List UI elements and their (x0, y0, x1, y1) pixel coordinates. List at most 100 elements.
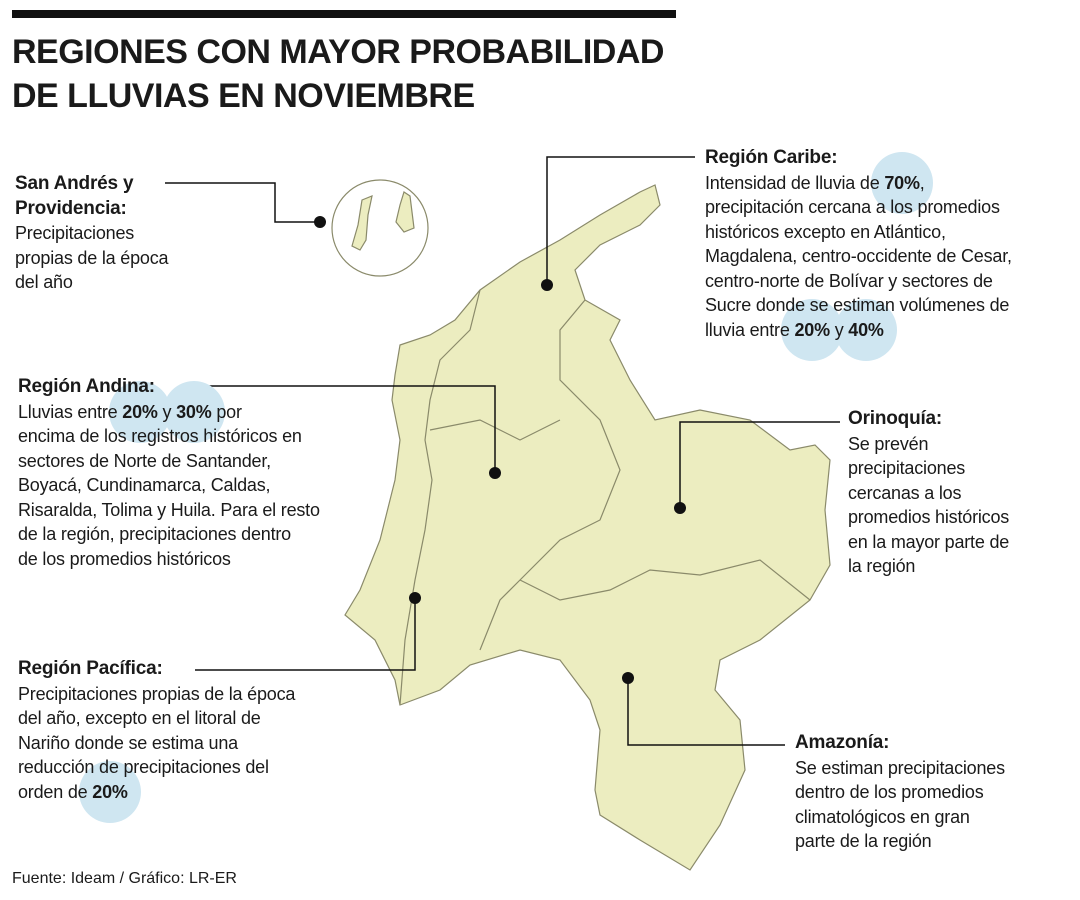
leader-line (185, 385, 496, 473)
region-marker (541, 279, 553, 291)
description-line: centro-norte de Bolívar y sectores de (705, 269, 1080, 294)
highlight-value: 70% (884, 172, 920, 193)
text: precipitaciones (848, 458, 966, 478)
description-line: Magdalena, centro-occidente de Cesar, (705, 244, 1080, 269)
region-name: Región Pacífica: (18, 658, 163, 679)
text: en la mayor parte de (848, 531, 1010, 552)
island (395, 191, 415, 233)
region-marker (674, 502, 686, 514)
top-rule (12, 10, 676, 18)
description-line: históricos excepto en Atlántico, (705, 220, 1080, 245)
leader-line (165, 182, 320, 223)
region-border (429, 419, 561, 441)
description-line: del año (15, 270, 165, 295)
region-label: Orinoquía: Se prevén precipitaciones cercan… (848, 407, 1068, 579)
description-line: propias de la época (15, 246, 169, 271)
text: Risaralda, Tolima y Huila. Para el resto (18, 499, 320, 520)
highlight-value: 20% (122, 401, 158, 422)
text: Se estiman precipitaciones (795, 757, 1005, 778)
region-border (519, 559, 811, 601)
description-line: de la región, precipitaciones dentro (18, 522, 398, 547)
text: encima de los registros históricos en (18, 426, 302, 446)
text: Precipitaciones (15, 223, 135, 243)
text: precipitación cercana a los promedios (705, 197, 1000, 217)
region-label: Región Andina: Lluvias entre 20% y 30% po… (18, 375, 398, 571)
highlight-value: 30% (176, 401, 212, 422)
description-line: del año, excepto en el litoral de (18, 706, 358, 731)
description-line: la región (848, 554, 1068, 579)
highlight-value: 20% (92, 781, 128, 802)
leader-line (546, 156, 695, 285)
region-label: Región Pacífica: Precipitaciones propias … (18, 657, 358, 804)
text: de la región, precipitaciones dentro (18, 524, 291, 544)
region-label: Amazonía: Se estiman precipitaciones dentr… (795, 731, 1065, 854)
text: Se prevén (848, 433, 929, 454)
region-name: Región Andina: (18, 376, 155, 397)
description-line: Se prevén (848, 432, 1068, 457)
region-marker (489, 467, 501, 479)
region-label: San Andrés y Providencia: Precipitaciones… (15, 172, 169, 295)
region-name: San Andrés y Providencia: (15, 173, 134, 219)
description-line: precipitaciones (848, 456, 1068, 481)
text: Magdalena, centro-occidente de Cesar, (705, 246, 1012, 266)
country-shape (344, 184, 831, 871)
leader-line (627, 678, 785, 746)
text: Nariño donde se estima una (18, 732, 238, 753)
highlight-value: 40% (848, 319, 884, 340)
text: históricos excepto en Atlántico, (705, 221, 946, 242)
description-line: Se estiman precipitaciones (795, 756, 1065, 781)
region-name: Región Caribe: (705, 147, 838, 168)
description-line: promedios históricos (848, 505, 1068, 530)
text: y (157, 401, 177, 422)
text: orden de (18, 781, 93, 802)
title-line: REGIONES CON MAYOR PROBABILIDAD (12, 33, 664, 71)
description-line: en la mayor parte de (848, 530, 1068, 555)
region-name: Amazonía: (795, 732, 890, 753)
description-line: reducción de precipitaciones del (18, 755, 358, 780)
description-line: Sucre donde se estiman volúmenes de (705, 293, 1080, 318)
text: la región (848, 556, 916, 576)
text: del año (15, 272, 73, 292)
leader-line (679, 421, 840, 508)
region-border (479, 299, 621, 651)
description-line: Boyacá, Cundinamarca, Caldas, (18, 473, 398, 498)
text: cercanas a los (848, 482, 962, 503)
text: promedios históricos (848, 507, 1010, 527)
text: del año, excepto en el litoral de (18, 708, 261, 728)
title-line: DE LLUVIAS EN NOVIEMBRE (12, 77, 475, 115)
description-line: Nariño donde se estima una (18, 731, 358, 756)
text: Intensidad de lluvia de (705, 172, 885, 193)
region-label: Región Caribe: Intensidad de lluvia de 70… (705, 146, 1080, 342)
text: Lluvias entre (18, 401, 123, 422)
region-marker (409, 592, 421, 604)
text: , (919, 172, 925, 193)
description-line: parte de la región (795, 829, 1065, 854)
text: Precipitaciones propias de la época (18, 683, 296, 704)
text: dentro de los promedios (795, 782, 984, 802)
text: sectores de Norte de Santander, (18, 450, 271, 471)
description-line: climatológicos en gran (795, 805, 1065, 830)
description-line: Precipitaciones (15, 221, 165, 246)
description-line: Risaralda, Tolima y Huila. Para el resto (18, 498, 398, 523)
text: de los promedios históricos (18, 548, 231, 569)
region-name: Orinoquía: (848, 408, 943, 429)
source: Fuente: Ideam / Gráfico: LR-ER (12, 870, 237, 887)
text: propias de la época (15, 247, 169, 268)
description-line: cercanas a los (848, 481, 1068, 506)
region-marker (314, 216, 326, 228)
island (351, 195, 373, 251)
text: reducción de precipitaciones del (18, 757, 269, 777)
text: parte de la región (795, 831, 932, 851)
description-line: Intensidad de lluvia de 70%, (705, 171, 1080, 196)
region-border (399, 289, 481, 706)
text: lluvia entre (705, 319, 795, 340)
description-line: Precipitaciones propias de la época (18, 682, 358, 707)
text: centro-norte de Bolívar y sectores de (705, 270, 993, 291)
description-line: dentro de los promedios (795, 780, 1065, 805)
description-line: lluvia entre 20% y 40% (705, 318, 1080, 343)
text: por (211, 401, 242, 422)
text: y (829, 319, 849, 340)
description-line: precipitación cercana a los promedios (705, 195, 1080, 220)
